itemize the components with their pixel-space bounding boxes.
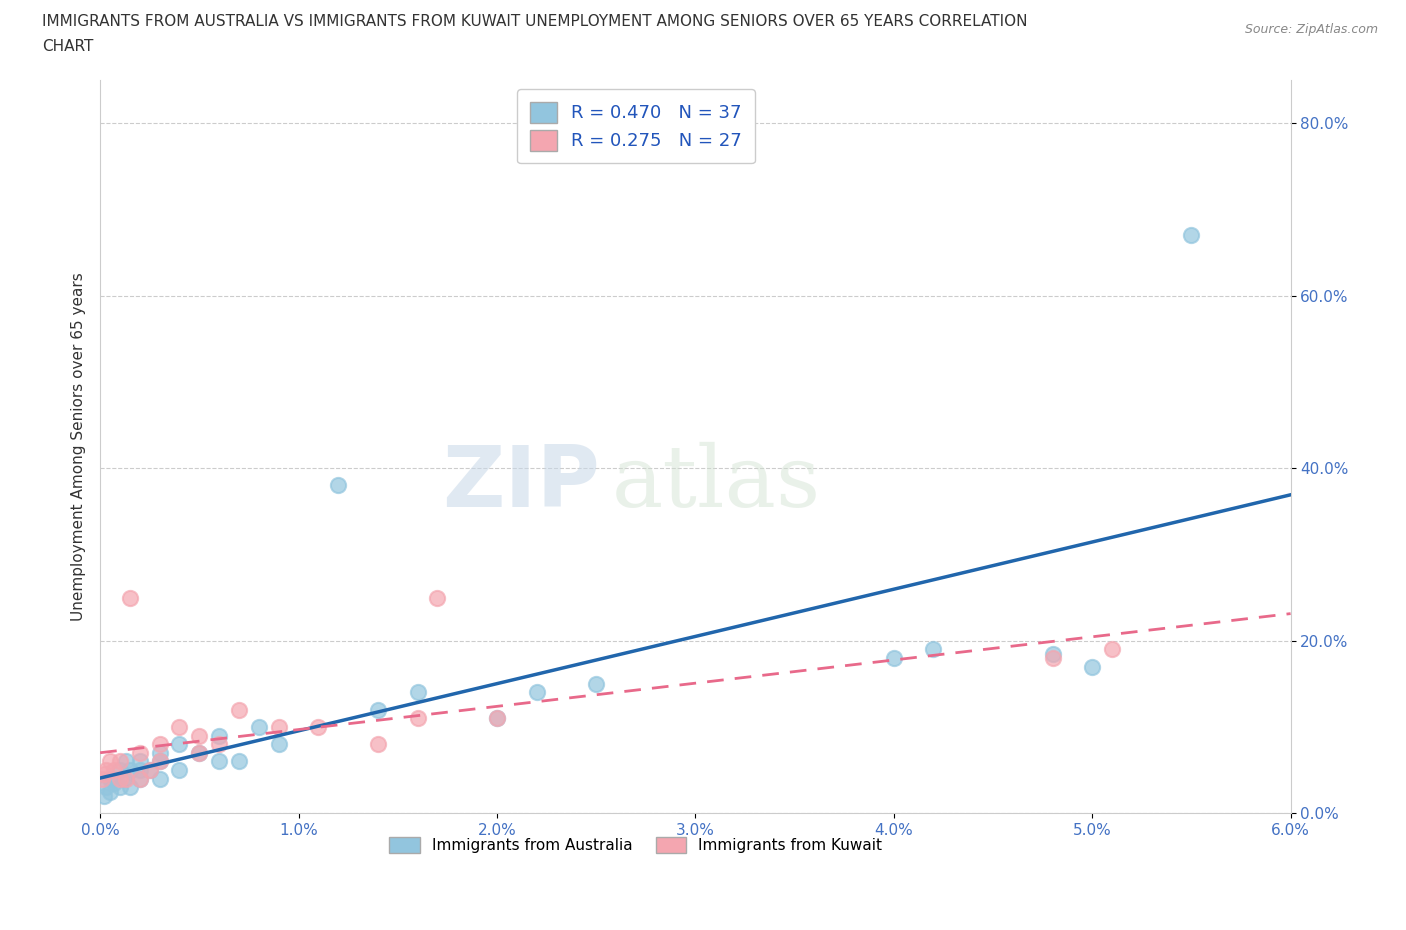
Text: atlas: atlas bbox=[612, 442, 821, 525]
Point bbox=[406, 711, 429, 725]
Point bbox=[149, 737, 172, 751]
Point bbox=[1042, 650, 1064, 665]
Point bbox=[98, 754, 121, 769]
Point bbox=[91, 771, 114, 786]
Point bbox=[188, 745, 211, 760]
Point bbox=[93, 789, 115, 804]
Point bbox=[485, 711, 508, 725]
Point bbox=[112, 771, 135, 786]
Point bbox=[228, 702, 250, 717]
Point bbox=[1101, 642, 1123, 657]
Point bbox=[267, 720, 290, 735]
Point bbox=[108, 780, 131, 795]
Point bbox=[138, 763, 160, 777]
Point bbox=[94, 763, 117, 777]
Point bbox=[406, 685, 429, 700]
Point bbox=[94, 780, 117, 795]
Point bbox=[169, 720, 191, 735]
Point bbox=[1042, 646, 1064, 661]
Point bbox=[188, 728, 211, 743]
Point bbox=[426, 591, 449, 605]
Point bbox=[149, 745, 172, 760]
Point bbox=[228, 754, 250, 769]
Point bbox=[103, 776, 125, 790]
Point bbox=[208, 737, 231, 751]
Point bbox=[169, 737, 191, 751]
Point bbox=[328, 478, 350, 493]
Point bbox=[247, 720, 270, 735]
Point bbox=[118, 780, 141, 795]
Point bbox=[585, 676, 607, 691]
Point bbox=[267, 737, 290, 751]
Text: IMMIGRANTS FROM AUSTRALIA VS IMMIGRANTS FROM KUWAIT UNEMPLOYMENT AMONG SENIORS O: IMMIGRANTS FROM AUSTRALIA VS IMMIGRANTS … bbox=[42, 14, 1028, 29]
Point bbox=[128, 754, 150, 769]
Point bbox=[98, 771, 121, 786]
Point bbox=[98, 784, 121, 799]
Point bbox=[108, 771, 131, 786]
Point bbox=[93, 767, 115, 782]
Text: Source: ZipAtlas.com: Source: ZipAtlas.com bbox=[1244, 23, 1378, 36]
Point bbox=[169, 763, 191, 777]
Point bbox=[485, 711, 508, 725]
Point bbox=[108, 763, 131, 777]
Point bbox=[367, 737, 389, 751]
Point bbox=[188, 745, 211, 760]
Point bbox=[526, 685, 548, 700]
Text: CHART: CHART bbox=[42, 39, 94, 54]
Point bbox=[103, 763, 125, 777]
Point bbox=[367, 702, 389, 717]
Point bbox=[307, 720, 329, 735]
Point bbox=[128, 771, 150, 786]
Point bbox=[922, 642, 945, 657]
Point bbox=[149, 771, 172, 786]
Point bbox=[128, 771, 150, 786]
Point bbox=[118, 591, 141, 605]
Point bbox=[149, 754, 172, 769]
Point bbox=[138, 763, 160, 777]
Text: ZIP: ZIP bbox=[443, 442, 600, 525]
Point bbox=[108, 754, 131, 769]
Point bbox=[1180, 228, 1202, 243]
Point bbox=[115, 754, 138, 769]
Point bbox=[128, 745, 150, 760]
Y-axis label: Unemployment Among Seniors over 65 years: Unemployment Among Seniors over 65 years bbox=[72, 272, 86, 621]
Point bbox=[118, 763, 141, 777]
Point bbox=[208, 728, 231, 743]
Legend: Immigrants from Australia, Immigrants from Kuwait: Immigrants from Australia, Immigrants fr… bbox=[381, 830, 890, 860]
Point bbox=[115, 771, 138, 786]
Point bbox=[149, 754, 172, 769]
Point bbox=[128, 763, 150, 777]
Point bbox=[208, 754, 231, 769]
Point bbox=[1081, 659, 1104, 674]
Point bbox=[883, 650, 905, 665]
